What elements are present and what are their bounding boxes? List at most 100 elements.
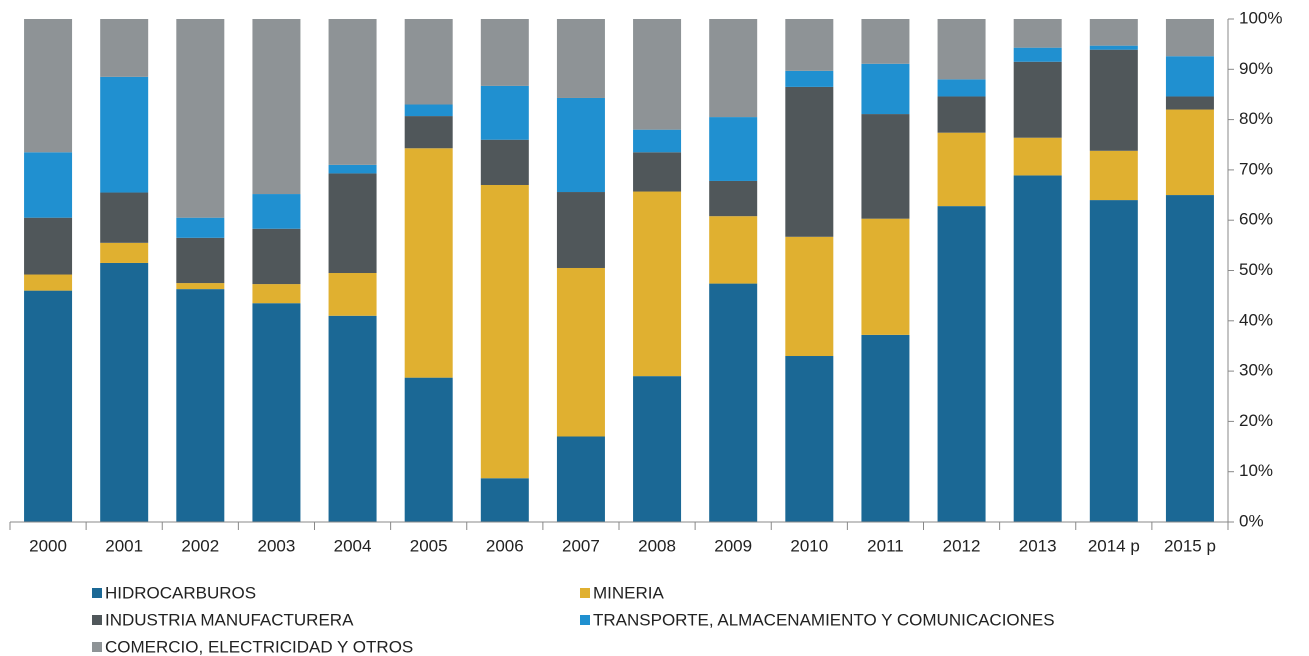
bar-segment bbox=[480, 85, 529, 140]
bar-segment bbox=[176, 217, 225, 238]
bar-segment bbox=[480, 184, 529, 479]
legend-swatch bbox=[580, 615, 590, 625]
bar-segment bbox=[633, 19, 682, 130]
y-tick-label: 60% bbox=[1239, 210, 1273, 229]
bar-segment bbox=[937, 96, 986, 133]
bar-segment bbox=[861, 63, 910, 115]
bar-segment bbox=[176, 289, 225, 522]
legend-label: INDUSTRIA MANUFACTURERA bbox=[105, 610, 354, 629]
legend-swatch bbox=[580, 588, 590, 598]
bar-segment bbox=[937, 19, 986, 80]
bar-segment bbox=[404, 104, 453, 117]
y-tick-label: 50% bbox=[1239, 260, 1273, 279]
x-tick-label: 2003 bbox=[258, 536, 296, 555]
legend-swatch bbox=[92, 588, 102, 598]
y-tick-label: 10% bbox=[1239, 461, 1273, 480]
bar-segment bbox=[24, 19, 73, 153]
legend-label: HIDROCARBUROS bbox=[105, 583, 256, 602]
bar-segment bbox=[404, 116, 453, 149]
x-tick-label: 2005 bbox=[410, 536, 448, 555]
bar-segment bbox=[252, 228, 301, 285]
x-tick-label: 2006 bbox=[486, 536, 524, 555]
bar-segment bbox=[1089, 150, 1138, 201]
bar-segment bbox=[1013, 19, 1062, 48]
bar-segment bbox=[480, 139, 529, 185]
bar-segment bbox=[328, 19, 377, 165]
bar-segment bbox=[328, 273, 377, 316]
bar-segment bbox=[709, 216, 758, 284]
bar-segment bbox=[1013, 61, 1062, 138]
bar-segment bbox=[633, 152, 682, 192]
bar-segment bbox=[24, 290, 73, 522]
bar-segment bbox=[1089, 49, 1138, 151]
bar-segment bbox=[785, 86, 834, 237]
bar-segment bbox=[633, 191, 682, 377]
legend-label: MINERIA bbox=[593, 583, 665, 602]
bar-segment bbox=[100, 76, 149, 193]
bar-segment bbox=[1165, 56, 1214, 97]
bar-segment bbox=[1165, 96, 1214, 110]
bar-segment bbox=[252, 19, 301, 195]
bar-segment bbox=[785, 356, 834, 522]
y-tick-label: 20% bbox=[1239, 411, 1273, 430]
bar-segment bbox=[100, 262, 149, 522]
bar-segment bbox=[861, 334, 910, 522]
x-tick-label: 2007 bbox=[562, 536, 600, 555]
bar-segment bbox=[937, 132, 986, 207]
x-tick-label: 2008 bbox=[638, 536, 676, 555]
bar-segment bbox=[1165, 195, 1214, 523]
bar-segment bbox=[1165, 109, 1214, 196]
bar-segment bbox=[1089, 45, 1138, 50]
y-tick-label: 0% bbox=[1239, 511, 1264, 530]
bar-segment bbox=[24, 274, 73, 291]
bar-segment bbox=[328, 315, 377, 522]
bar-segment bbox=[24, 152, 73, 218]
x-tick-label: 2014 p bbox=[1088, 536, 1140, 555]
bar-segment bbox=[556, 97, 605, 193]
bar-segment bbox=[937, 79, 986, 97]
x-tick-label: 2011 bbox=[867, 536, 904, 555]
bar-segment bbox=[252, 303, 301, 522]
bar-segment bbox=[404, 19, 453, 105]
bar-segment bbox=[100, 192, 149, 243]
x-tick-label: 2000 bbox=[29, 536, 67, 555]
bar-segment bbox=[937, 206, 986, 522]
y-tick-label: 80% bbox=[1239, 109, 1273, 128]
bar-segment bbox=[785, 236, 834, 357]
bar-segment bbox=[785, 70, 834, 87]
bar-segment bbox=[328, 164, 377, 174]
x-tick-label: 2013 bbox=[1019, 536, 1057, 555]
bar-segment bbox=[480, 478, 529, 522]
bar-segment bbox=[1013, 47, 1062, 62]
bar-segment bbox=[328, 173, 377, 274]
y-tick-label: 40% bbox=[1239, 310, 1273, 329]
bar-segment bbox=[100, 242, 149, 263]
bar-segment bbox=[861, 218, 910, 335]
bar-segment bbox=[709, 283, 758, 522]
bar-segment bbox=[556, 192, 605, 268]
bar-segment bbox=[252, 284, 301, 304]
y-tick-label: 70% bbox=[1239, 159, 1273, 178]
x-tick-label: 2001 bbox=[105, 536, 143, 555]
bar-segment bbox=[176, 19, 225, 218]
legend-swatch bbox=[92, 642, 102, 652]
bar-segment bbox=[24, 217, 73, 275]
x-tick-label: 2009 bbox=[714, 536, 752, 555]
legend-label: TRANSPORTE, ALMACENAMIENTO Y COMUNICACIO… bbox=[593, 610, 1055, 629]
x-tick-label: 2015 p bbox=[1164, 536, 1216, 555]
bar-segment bbox=[1089, 19, 1138, 46]
bar-segment bbox=[556, 19, 605, 98]
bar-segment bbox=[861, 19, 910, 64]
bar-segment bbox=[480, 19, 529, 86]
bar-segment bbox=[709, 117, 758, 181]
y-tick-label: 30% bbox=[1239, 361, 1273, 380]
bar-segment bbox=[1013, 175, 1062, 523]
legend-label: COMERCIO, ELECTRICIDAD Y OTROS bbox=[105, 637, 413, 656]
bar-segment bbox=[709, 19, 758, 118]
bar-segment bbox=[556, 436, 605, 522]
bar-segment bbox=[100, 19, 149, 77]
bar-segment bbox=[404, 148, 453, 378]
y-tick-label: 90% bbox=[1239, 59, 1273, 78]
bar-segment bbox=[556, 267, 605, 437]
